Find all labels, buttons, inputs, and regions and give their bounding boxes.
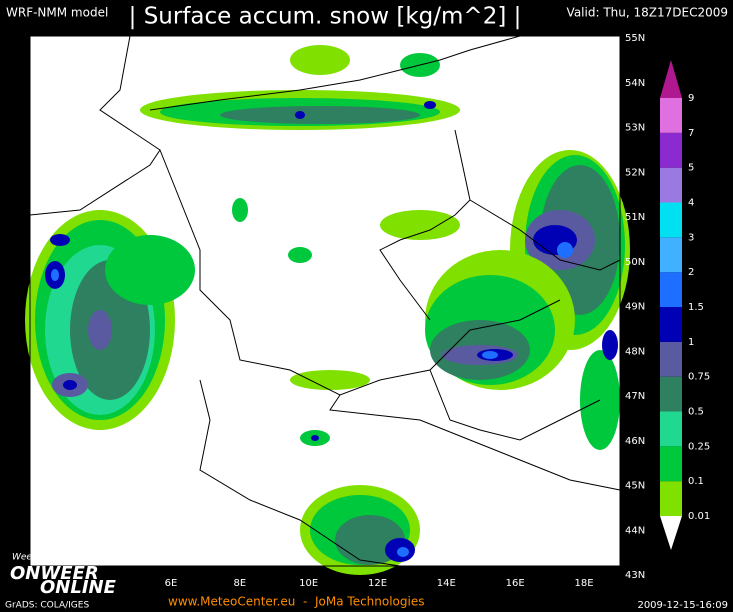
latitude-label: 43N	[625, 570, 645, 581]
colorbar-label: 9	[688, 93, 694, 104]
logo-slogan: Weer of geen weer, altijd actueel!	[12, 553, 164, 563]
longitude-label: 8E	[233, 578, 246, 589]
colorbar-low-cap	[660, 516, 682, 550]
colorbar-segment	[660, 272, 682, 307]
site-credit: www.MeteoCenter.eu - JoMa Technologies	[168, 595, 425, 609]
colorbar-segment	[660, 167, 682, 203]
latitude-label: 50N	[625, 257, 645, 268]
colorbar-segment	[660, 132, 682, 168]
latitude-label: 52N	[625, 167, 645, 178]
colorbar-label: 0.1	[688, 476, 704, 487]
colorbar-label: 4	[688, 198, 694, 209]
latitude-label: 44N	[625, 525, 645, 536]
latitude-label: 45N	[625, 481, 645, 492]
software-credit: GrADS: COLA/IGES	[5, 601, 89, 611]
colorbar-segment	[660, 307, 682, 342]
latitude-label: 46N	[625, 436, 645, 447]
latitude-label: 55N	[625, 33, 645, 44]
colorbar-segment	[660, 376, 682, 412]
latitude-label: 54N	[625, 78, 645, 89]
logo: Weer of geen weer, altijd actueel! ONWEE…	[10, 553, 164, 599]
longitude-label: 16E	[506, 578, 525, 589]
logo-line1: ONWEER	[10, 563, 99, 584]
colorbar-label: 3	[688, 232, 694, 243]
borders	[29, 35, 621, 567]
snow-field	[25, 45, 630, 575]
colorbar-segment	[660, 446, 682, 482]
colorbar-label: 2	[688, 267, 694, 278]
latitude-label: 48N	[625, 346, 645, 357]
latitude-label: 51N	[625, 212, 645, 223]
latitude-label: 53N	[625, 123, 645, 134]
longitude-label: 14E	[437, 578, 456, 589]
latitude-label: 49N	[625, 302, 645, 313]
colorbar-segment	[660, 237, 682, 273]
colorbar-label: 1.5	[688, 302, 704, 313]
latitude-label: 47N	[625, 391, 645, 402]
colorbar-segment	[660, 481, 682, 516]
timestamp: 2009-12-15-16:09	[637, 600, 728, 611]
colorbar: 0.01 0.1 0.25 0.5 0.75 1 1.5 2 3 4 5 7 9	[660, 60, 710, 550]
colorbar-label: 5	[688, 163, 694, 174]
valid-time: Valid: Thu, 18Z17DEC2009	[567, 6, 728, 20]
longitude-label: 10E	[299, 578, 318, 589]
colorbar-segment	[660, 98, 682, 133]
longitude-label: 18E	[574, 578, 593, 589]
colorbar-label: 0.75	[688, 372, 710, 383]
longitude-labels: 6E 8E 10E 12E 14E 16E 18E	[165, 578, 594, 589]
colorbar-segment	[660, 411, 682, 447]
latitude-labels: 55N 54N 53N 52N 51N 50N 49N 48N 47N 46N 45N 44N 43N	[625, 33, 645, 581]
colorbar-label: 7	[688, 128, 694, 139]
model-label: WRF-NMM model	[6, 6, 108, 20]
map-frame	[29, 35, 621, 567]
colorbar-label: 0.01	[688, 511, 710, 522]
longitude-label: 6E	[165, 578, 178, 589]
map-area	[25, 35, 630, 575]
colorbar-segment	[660, 202, 682, 238]
colorbar-label: 1	[688, 337, 694, 348]
logo-line2: ONLINE	[40, 577, 117, 598]
colorbar-segment	[660, 341, 682, 377]
map-title: | Surface accum. snow [kg/m^2] |	[129, 4, 522, 30]
colorbar-label: 0.5	[688, 407, 704, 418]
longitude-label: 12E	[368, 578, 387, 589]
colorbar-label: 0.25	[688, 441, 710, 452]
colorbar-high-cap	[660, 60, 682, 98]
